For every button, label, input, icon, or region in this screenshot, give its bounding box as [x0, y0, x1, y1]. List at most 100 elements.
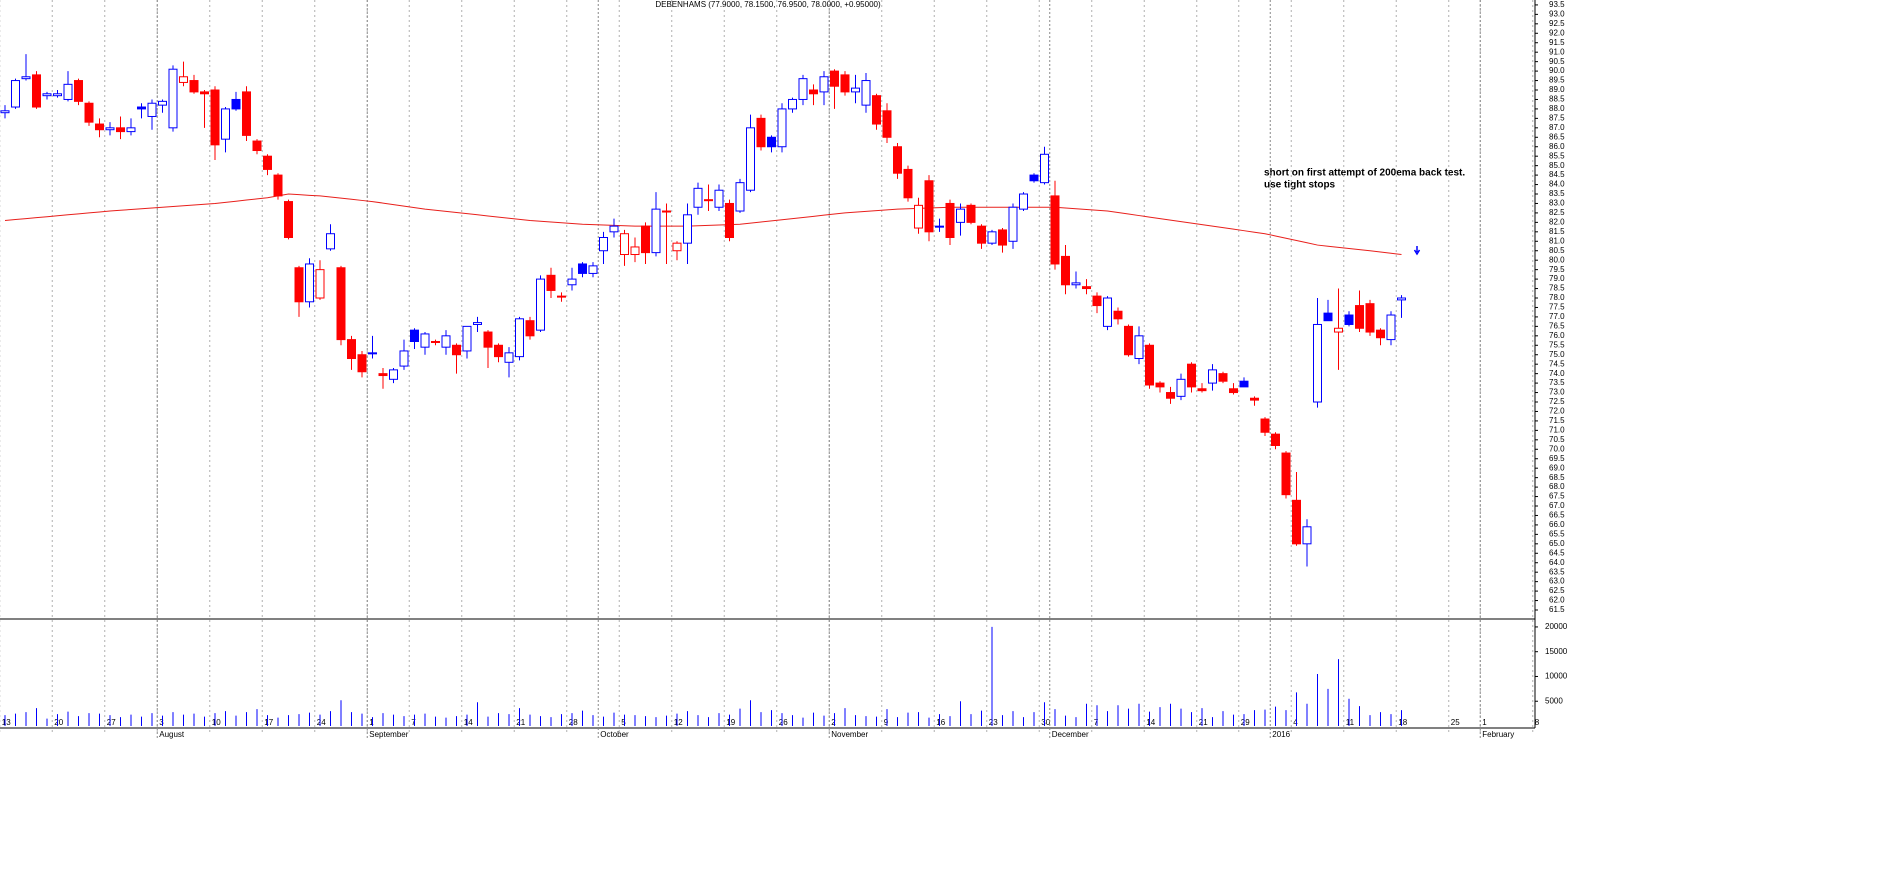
- y-tick-label: 86.5: [1549, 132, 1565, 141]
- candle-body: [11, 80, 20, 108]
- candle-body: [609, 225, 619, 233]
- y-tick-label: 64.0: [1549, 558, 1565, 567]
- candle-body: [1292, 499, 1301, 545]
- candle-body: [1061, 255, 1070, 286]
- y-tick-label: 69.5: [1549, 454, 1565, 463]
- candle-body: [116, 127, 125, 133]
- candle-body: [924, 180, 934, 233]
- candle-body: [63, 83, 73, 100]
- arrow-marker: [1413, 246, 1421, 256]
- y-tick-label: 84.0: [1549, 180, 1565, 189]
- candle-body: [693, 187, 703, 208]
- y-tick-label: 68.5: [1549, 473, 1565, 482]
- candle-body: [1029, 174, 1039, 182]
- y-tick-label: 74.5: [1549, 359, 1565, 368]
- y-tick-label: 89.5: [1549, 76, 1565, 85]
- candle-body: [1323, 312, 1333, 322]
- y-tick-label: 82.0: [1549, 217, 1565, 226]
- y2-tick-label: 15000: [1545, 647, 1568, 656]
- candle-body: [252, 140, 262, 152]
- y-tick-label: 81.0: [1549, 236, 1565, 245]
- candle-body: [221, 108, 230, 140]
- candle-body: [1229, 388, 1238, 394]
- candle-body: [1260, 418, 1270, 433]
- candle-body: [641, 225, 650, 254]
- x-tick-label: 26: [779, 718, 788, 727]
- candle-body: [389, 369, 398, 380]
- y-tick-label: 83.5: [1549, 189, 1565, 198]
- candle-body: [1271, 433, 1280, 446]
- y-tick-label: 79.0: [1549, 274, 1565, 283]
- candle-body: [1155, 382, 1165, 388]
- candle-body: [53, 93, 62, 97]
- candle-body: [315, 269, 325, 299]
- y-tick-label: 76.5: [1549, 321, 1565, 330]
- candle-body: [840, 74, 850, 93]
- candle-body: [1113, 310, 1123, 320]
- candle-body: [651, 208, 661, 254]
- candle-body: [998, 229, 1007, 246]
- candle-body: [861, 80, 871, 106]
- candle-body: [147, 102, 157, 117]
- x-tick-label: 9: [884, 718, 889, 727]
- month-label: February: [1482, 730, 1514, 739]
- candle-body: [105, 127, 115, 131]
- candle-body: [1008, 206, 1018, 242]
- candle-body: [1376, 329, 1385, 339]
- y-tick-label: 66.0: [1549, 520, 1565, 529]
- x-tick-label: 10: [212, 718, 221, 727]
- candle-body: [725, 202, 734, 238]
- candle-body: [137, 106, 146, 110]
- candle-body: [1103, 297, 1112, 327]
- candle-body: [536, 278, 545, 331]
- candle-body: [746, 127, 755, 191]
- candle-body: [1334, 327, 1343, 333]
- x-tick-label: 19: [726, 718, 735, 727]
- annotation: use tight stops: [1264, 180, 1336, 191]
- candle-body: [462, 325, 472, 352]
- y-tick-label: 77.0: [1549, 312, 1565, 321]
- y-tick-label: 74.0: [1549, 369, 1565, 378]
- candle-body: [74, 80, 83, 102]
- y-tick-label: 65.5: [1549, 529, 1565, 538]
- candle-body: [368, 352, 377, 355]
- candle-body: [1166, 392, 1175, 399]
- x-tick-label: 20: [54, 718, 63, 727]
- y-tick-label: 93.0: [1549, 9, 1565, 18]
- candle-body: [578, 263, 587, 274]
- candle-body: [525, 320, 535, 337]
- x-tick-label: 11: [1346, 718, 1355, 727]
- candle-body: [704, 199, 713, 202]
- candle-body: [441, 335, 451, 348]
- candle-body: [431, 340, 440, 343]
- candle-body: [473, 322, 482, 325]
- month-label: September: [369, 730, 408, 739]
- y-tick-label: 75.0: [1549, 350, 1565, 359]
- y-tick-label: 82.5: [1549, 208, 1565, 217]
- y-tick-label: 70.0: [1549, 444, 1565, 453]
- candle-body: [830, 70, 839, 87]
- x-tick-label: 16: [936, 718, 945, 727]
- candle-body: [1145, 344, 1154, 386]
- candle-body: [1197, 388, 1207, 392]
- y-tick-label: 85.0: [1549, 161, 1565, 170]
- candle-body: [777, 108, 787, 148]
- candle-body: [1134, 335, 1144, 360]
- y-tick-label: 66.5: [1549, 511, 1565, 520]
- candle-body: [893, 146, 902, 174]
- y-tick-label: 93.5: [1549, 0, 1565, 9]
- x-tick-label: 3: [159, 718, 164, 727]
- candle-body: [956, 208, 965, 223]
- candle-body: [987, 231, 997, 244]
- candle-body: [683, 214, 692, 244]
- candle-body: [851, 87, 860, 93]
- candle-body: [1344, 314, 1354, 325]
- candle-body: [882, 110, 892, 138]
- candle-body: [168, 68, 178, 129]
- y2-tick-label: 20000: [1545, 622, 1568, 631]
- candle-body: [494, 344, 503, 358]
- y-tick-label: 91.0: [1549, 47, 1565, 56]
- x-tick-label: 29: [1241, 718, 1250, 727]
- y-tick-label: 92.5: [1549, 19, 1565, 28]
